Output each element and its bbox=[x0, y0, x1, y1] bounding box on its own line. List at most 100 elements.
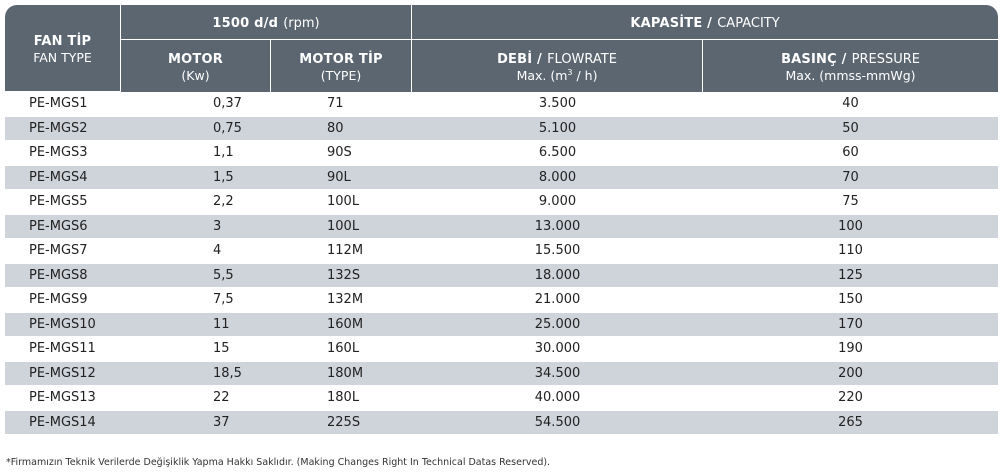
flowrate-unit-sup: 3 bbox=[567, 67, 573, 77]
motor-kw-cell: 5,5 bbox=[121, 263, 271, 288]
motor-kw-cell: 2,2 bbox=[121, 190, 271, 215]
motor-type-cell: 100L bbox=[271, 190, 413, 215]
flowrate-cell: 25.000 bbox=[412, 312, 704, 337]
flowrate-header: DEBİ / FLOWRATE Max. (m3 / h) bbox=[412, 40, 704, 92]
fan-type-cell: PE-MGS5 bbox=[5, 190, 121, 215]
flowrate-header-tr: DEBİ / bbox=[497, 51, 542, 67]
motor-type-cell: 132S bbox=[271, 263, 413, 288]
capacity-tr: KAPASİTE / bbox=[630, 15, 713, 31]
flowrate-cell: 8.000 bbox=[412, 165, 704, 190]
pressure-cell: 125 bbox=[703, 263, 999, 288]
table-row: PE-MGS11 15 160L 30.000 190 bbox=[5, 337, 999, 362]
flowrate-cell: 34.500 bbox=[412, 361, 704, 386]
motor-kw-cell: 1,5 bbox=[121, 165, 271, 190]
pressure-cell: 75 bbox=[703, 190, 999, 215]
table-row: PE-MGS2 0,75 80 5.100 50 bbox=[5, 116, 999, 141]
motor-kw-cell: 0,37 bbox=[121, 92, 271, 117]
motor-kw-cell: 22 bbox=[121, 386, 271, 411]
motor-kw-cell: 18,5 bbox=[121, 361, 271, 386]
table-header: FAN TİP FAN TYPE 1500 d/d (rpm) KAPASİTE… bbox=[5, 5, 999, 92]
flowrate-cell: 54.500 bbox=[412, 410, 704, 435]
pressure-cell: 100 bbox=[703, 214, 999, 239]
pressure-cell: 265 bbox=[703, 410, 999, 435]
pressure-cell: 50 bbox=[703, 116, 999, 141]
flowrate-cell: 9.000 bbox=[412, 190, 704, 215]
fan-type-header-en: FAN TYPE bbox=[33, 49, 92, 65]
table-row: PE-MGS14 37 225S 54.500 265 bbox=[5, 410, 999, 435]
flowrate-unit-post: / h) bbox=[572, 67, 598, 83]
motor-type-cell: 180M bbox=[271, 361, 413, 386]
motor-kw-cell: 37 bbox=[121, 410, 271, 435]
table-body: PE-MGS1 0,37 71 3.500 40 PE-MGS2 0,75 80 5.100 50… bbox=[5, 92, 999, 435]
table-row: PE-MGS13 22 180L 40.000 220 bbox=[5, 386, 999, 411]
pressure-header-en: PRESSURE bbox=[851, 51, 920, 67]
footnote: *Firmamızın Teknik Verilerde Değişiklik … bbox=[6, 457, 551, 468]
motor-type-cell: 225S bbox=[271, 410, 413, 435]
flowrate-header-unit: Max. (m3 / h) bbox=[412, 68, 702, 83]
table-row: PE-MGS7 4 112M 15.500 110 bbox=[5, 239, 999, 264]
motor-type-cell: 71 bbox=[271, 92, 413, 117]
fan-type-header-tr: FAN TİP bbox=[33, 33, 92, 49]
flowrate-cell: 18.000 bbox=[412, 263, 704, 288]
table-row: PE-MGS3 1,1 90S 6.500 60 bbox=[5, 141, 999, 166]
motor-type-header: MOTOR TİP (TYPE) bbox=[271, 40, 413, 92]
fan-type-header: FAN TİP FAN TYPE bbox=[5, 5, 121, 92]
fan-type-cell: PE-MGS3 bbox=[5, 141, 121, 166]
fan-type-cell: PE-MGS14 bbox=[5, 410, 121, 435]
fan-type-cell: PE-MGS13 bbox=[5, 386, 121, 411]
flowrate-cell: 5.100 bbox=[412, 116, 704, 141]
fan-type-cell: PE-MGS8 bbox=[5, 263, 121, 288]
pressure-header: BASINÇ / PRESSURE Max. (mmss-mmWg) bbox=[703, 40, 999, 92]
fan-spec-table: FAN TİP FAN TYPE 1500 d/d (rpm) KAPASİTE… bbox=[5, 5, 999, 435]
table-row: PE-MGS9 7,5 132M 21.000 150 bbox=[5, 288, 999, 313]
pressure-cell: 150 bbox=[703, 288, 999, 313]
flowrate-cell: 21.000 bbox=[412, 288, 704, 313]
pressure-cell: 170 bbox=[703, 312, 999, 337]
pressure-cell: 110 bbox=[703, 239, 999, 264]
flowrate-cell: 40.000 bbox=[412, 386, 704, 411]
motor-type-cell: 160M bbox=[271, 312, 413, 337]
motor-kw-cell: 15 bbox=[121, 337, 271, 362]
pressure-header-tr: BASINÇ / bbox=[781, 51, 847, 67]
motor-header-unit: (Kw) bbox=[181, 67, 210, 83]
motor-type-cell: 100L bbox=[271, 214, 413, 239]
table-row: PE-MGS6 3 100L 13.000 100 bbox=[5, 214, 999, 239]
table-row: PE-MGS1 0,37 71 3.500 40 bbox=[5, 92, 999, 117]
table-row: PE-MGS5 2,2 100L 9.000 75 bbox=[5, 190, 999, 215]
pressure-cell: 70 bbox=[703, 165, 999, 190]
pressure-cell: 200 bbox=[703, 361, 999, 386]
motor-type-cell: 180L bbox=[271, 386, 413, 411]
motor-kw-cell: 0,75 bbox=[121, 116, 271, 141]
rpm-value: 1500 d/d bbox=[212, 15, 279, 31]
flowrate-header-en: FLOWRATE bbox=[547, 51, 617, 67]
motor-type-header-unit: (TYPE) bbox=[320, 67, 362, 83]
motor-header-label: MOTOR bbox=[168, 51, 223, 67]
flowrate-unit-pre: Max. (m bbox=[516, 67, 568, 83]
fan-type-cell: PE-MGS4 bbox=[5, 165, 121, 190]
fan-type-cell: PE-MGS11 bbox=[5, 337, 121, 362]
pressure-cell: 190 bbox=[703, 337, 999, 362]
motor-type-cell: 90L bbox=[271, 165, 413, 190]
fan-type-cell: PE-MGS7 bbox=[5, 239, 121, 264]
fan-type-cell: PE-MGS9 bbox=[5, 288, 121, 313]
motor-kw-cell: 1,1 bbox=[121, 141, 271, 166]
motor-kw-cell: 4 bbox=[121, 239, 271, 264]
pressure-cell: 60 bbox=[703, 141, 999, 166]
fan-type-cell: PE-MGS10 bbox=[5, 312, 121, 337]
fan-type-cell: PE-MGS1 bbox=[5, 92, 121, 117]
fan-type-cell: PE-MGS12 bbox=[5, 361, 121, 386]
flowrate-cell: 15.500 bbox=[412, 239, 704, 264]
motor-header: MOTOR (Kw) bbox=[121, 40, 271, 92]
table-row: PE-MGS10 11 160M 25.000 170 bbox=[5, 312, 999, 337]
capacity-en: CAPACITY bbox=[717, 15, 780, 31]
flowrate-cell: 30.000 bbox=[412, 337, 704, 362]
flowrate-cell: 3.500 bbox=[412, 92, 704, 117]
motor-type-cell: 132M bbox=[271, 288, 413, 313]
capacity-group-header: KAPASİTE / CAPACITY bbox=[412, 5, 999, 40]
rpm-unit: (rpm) bbox=[283, 15, 320, 31]
motor-type-header-label: MOTOR TİP bbox=[299, 51, 383, 67]
motor-type-cell: 112M bbox=[271, 239, 413, 264]
motor-type-cell: 80 bbox=[271, 116, 413, 141]
table-row: PE-MGS12 18,5 180M 34.500 200 bbox=[5, 361, 999, 386]
